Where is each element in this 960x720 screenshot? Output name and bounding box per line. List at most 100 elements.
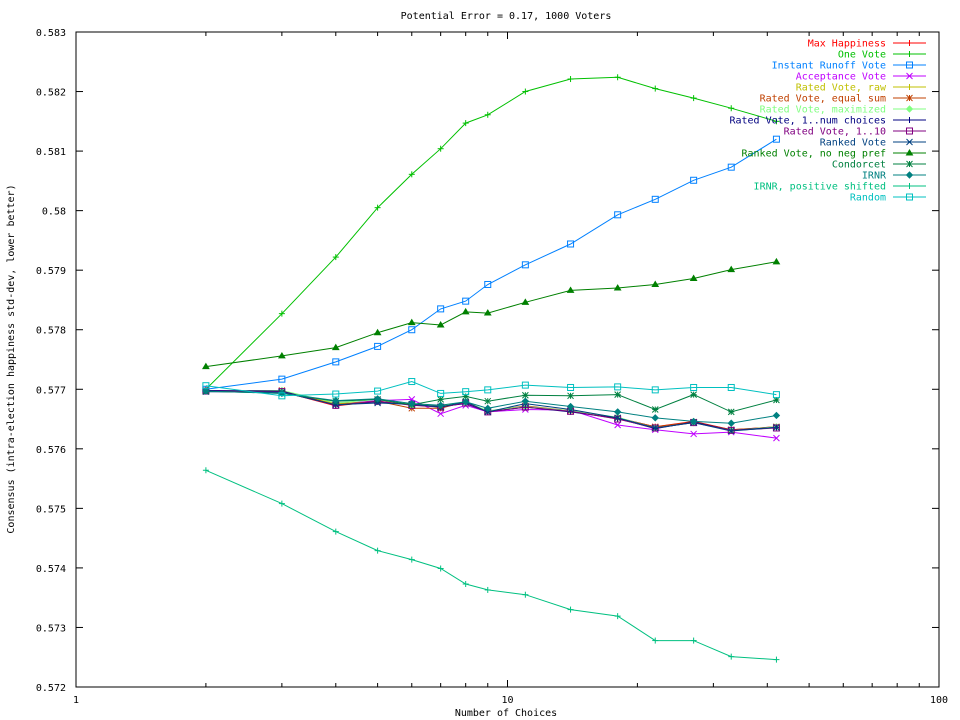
data-point bbox=[727, 419, 735, 427]
data-point bbox=[689, 417, 698, 426]
series-line bbox=[205, 138, 777, 390]
series-line bbox=[205, 469, 777, 661]
data-point bbox=[521, 397, 530, 405]
legend-marker bbox=[906, 160, 913, 168]
x-axis-label: Number of Choices bbox=[455, 708, 557, 719]
x-axis: 1 10 100 bbox=[73, 32, 948, 706]
legend-marker bbox=[906, 72, 913, 80]
legend-entry: Instant Runoff Vote bbox=[772, 61, 926, 72]
x-tick-label: 100 bbox=[930, 695, 948, 706]
data-point bbox=[437, 565, 444, 572]
y-tick-label: 0.581 bbox=[36, 147, 66, 158]
data-point bbox=[651, 424, 659, 432]
data-point bbox=[436, 320, 445, 328]
data-point bbox=[567, 240, 575, 248]
data-point bbox=[374, 342, 382, 350]
data-point bbox=[773, 118, 780, 125]
series-10 bbox=[202, 257, 781, 370]
y-tick-label: 0.575 bbox=[36, 504, 66, 515]
series-14 bbox=[202, 378, 780, 400]
legend-marker bbox=[906, 127, 913, 135]
data-point bbox=[651, 406, 659, 413]
data-point bbox=[462, 120, 469, 127]
legend-marker bbox=[905, 171, 914, 179]
data-point bbox=[614, 414, 622, 422]
data-point bbox=[651, 195, 659, 203]
legend-entry: Rated Vote, maximized bbox=[760, 105, 926, 116]
data-point bbox=[484, 386, 492, 394]
data-point bbox=[651, 280, 660, 287]
data-point bbox=[437, 396, 445, 403]
data-point bbox=[484, 111, 491, 118]
data-point bbox=[202, 362, 210, 370]
legend-marker bbox=[906, 61, 913, 69]
legend-entry: Rated Vote, raw bbox=[796, 83, 926, 94]
legend-entry: Rated Vote, 1..num choices bbox=[729, 116, 926, 127]
legend-label: Condorcet bbox=[832, 160, 886, 171]
legend-label: Ranked Vote bbox=[820, 138, 886, 149]
data-point bbox=[567, 392, 574, 400]
data-point bbox=[408, 378, 416, 386]
data-point bbox=[408, 556, 415, 563]
data-point bbox=[651, 414, 659, 422]
legend-label: Instant Runoff Vote bbox=[772, 61, 886, 72]
data-point bbox=[484, 404, 492, 413]
x-tick-label: 10 bbox=[501, 695, 513, 706]
data-point bbox=[437, 389, 445, 397]
data-point bbox=[278, 310, 285, 317]
data-point bbox=[614, 211, 622, 219]
data-point bbox=[614, 383, 622, 391]
data-point bbox=[331, 343, 340, 351]
legend-marker bbox=[906, 84, 913, 90]
data-point bbox=[772, 391, 780, 399]
y-tick-label: 0.572 bbox=[36, 683, 66, 694]
y-tick-label: 0.573 bbox=[36, 623, 66, 634]
legend-entry: Ranked Vote, no neg pref bbox=[742, 149, 926, 160]
data-point bbox=[332, 358, 340, 366]
y-tick-label: 0.579 bbox=[36, 266, 66, 277]
legend-label: Rated Vote, maximized bbox=[760, 105, 886, 116]
data-point bbox=[566, 286, 575, 293]
data-point bbox=[278, 375, 286, 383]
data-point bbox=[690, 637, 697, 644]
data-point bbox=[773, 656, 780, 663]
data-point bbox=[522, 591, 529, 598]
data-point bbox=[521, 381, 529, 389]
data-point bbox=[690, 176, 698, 184]
y-tick-label: 0.578 bbox=[36, 326, 66, 337]
data-point bbox=[373, 395, 382, 403]
y-tick-label: 0.574 bbox=[36, 564, 66, 575]
data-point bbox=[374, 387, 382, 395]
data-point bbox=[374, 204, 381, 211]
data-point bbox=[614, 421, 622, 429]
data-point bbox=[727, 427, 735, 435]
data-point bbox=[202, 387, 210, 395]
data-point bbox=[277, 351, 286, 359]
legend-entry: Ranked Vote bbox=[820, 138, 926, 149]
data-point bbox=[773, 434, 780, 442]
data-point bbox=[483, 309, 492, 316]
chart-title: Potential Error = 0.17, 1000 Voters bbox=[401, 11, 612, 22]
legend-entry: IRNR, positive shifted bbox=[754, 182, 926, 193]
data-point bbox=[614, 74, 621, 81]
data-point bbox=[484, 586, 491, 593]
legend-marker bbox=[906, 138, 913, 146]
y-tick-label: 0.58 bbox=[42, 207, 66, 218]
data-point bbox=[462, 580, 469, 587]
data-point bbox=[407, 318, 416, 326]
data-point bbox=[652, 85, 659, 92]
y-axis: 0.572 0.573 0.574 0.575 0.576 0.577 0.578 0.579… bbox=[36, 28, 939, 694]
data-point bbox=[202, 382, 210, 390]
y-tick-label: 0.576 bbox=[36, 445, 66, 456]
series-layer bbox=[202, 74, 781, 663]
data-point bbox=[772, 257, 781, 265]
data-point bbox=[727, 265, 736, 273]
data-point bbox=[689, 274, 698, 282]
legend-entry: Acceptance Vote bbox=[796, 72, 926, 83]
data-point bbox=[773, 424, 780, 431]
data-point bbox=[278, 500, 285, 507]
data-point bbox=[373, 328, 382, 336]
series-line bbox=[205, 76, 777, 390]
series-1 bbox=[202, 74, 780, 393]
legend-label: Ranked Vote, no neg pref bbox=[742, 149, 887, 160]
